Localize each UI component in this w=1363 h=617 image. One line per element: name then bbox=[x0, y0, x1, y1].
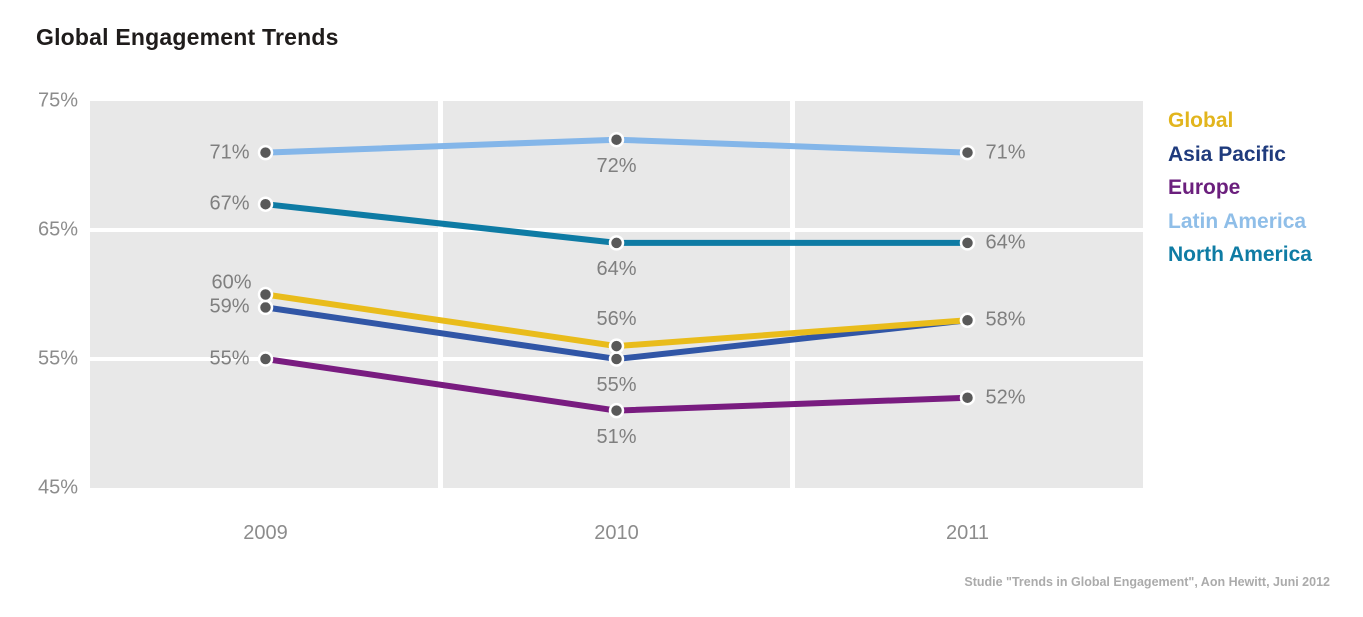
legend-item-europe: Europe bbox=[1168, 176, 1241, 199]
data-point-label: 59% bbox=[209, 295, 250, 318]
vertical-gridline bbox=[438, 101, 443, 488]
legend-item-latin-america: Latin America bbox=[1168, 209, 1307, 233]
y-tick-label: 55% bbox=[37, 347, 78, 370]
x-tick-label: 2009 bbox=[243, 522, 288, 544]
data-point-label: 64% bbox=[596, 257, 637, 280]
y-tick-label: 65% bbox=[37, 218, 78, 241]
data-point-label: 56% bbox=[596, 308, 637, 331]
data-point-label: 67% bbox=[209, 192, 250, 215]
data-point-label: 72% bbox=[596, 154, 637, 177]
y-tick-label: 45% bbox=[37, 476, 78, 499]
data-point-label: 51% bbox=[596, 425, 637, 448]
x-tick-label: 2011 bbox=[945, 522, 990, 544]
data-point-label: 55% bbox=[209, 347, 250, 370]
chart-title: Global Engagement Trends bbox=[36, 24, 339, 50]
vertical-gridline bbox=[790, 101, 795, 488]
data-point-label: 71% bbox=[209, 141, 250, 164]
x-tick-label: 2010 bbox=[594, 522, 639, 544]
y-tick-label: 75% bbox=[37, 89, 78, 112]
data-point-label: 52% bbox=[985, 386, 1026, 409]
data-point-label: 60% bbox=[211, 271, 252, 293]
legend-item-global: Global bbox=[1168, 109, 1234, 132]
data-point-label: 58% bbox=[985, 308, 1026, 331]
data-point-label: 64% bbox=[985, 231, 1026, 254]
source-note: Studie "Trends in Global Engagement", Ao… bbox=[964, 575, 1330, 589]
data-point-label: 55% bbox=[596, 374, 637, 396]
data-point-label: 71% bbox=[985, 141, 1026, 164]
legend-item-north-america: North America bbox=[1168, 243, 1312, 266]
legend-item-asia-pacific: Asia Pacific bbox=[1168, 142, 1286, 166]
